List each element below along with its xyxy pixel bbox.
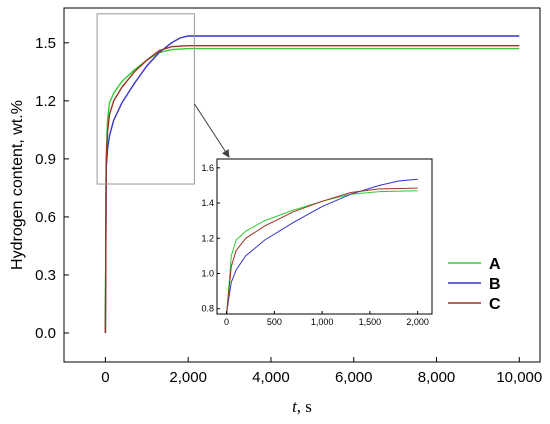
plot-frame [63, 7, 541, 363]
inset-y-tick-label: 1.6 [201, 163, 214, 173]
inset-x-tick-label: 2,000 [406, 317, 429, 327]
legend-label-C: C [489, 296, 501, 313]
inset-x-tick-label: 1,000 [311, 317, 334, 327]
x-tick-label: 6,000 [335, 369, 373, 386]
y-tick-label: 0.6 [35, 209, 56, 226]
y-tick-label: 0.9 [35, 151, 56, 168]
inset-background [196, 159, 432, 314]
x-axis-variable: t [292, 397, 298, 416]
inset-x-tick-label: 500 [267, 317, 282, 327]
x-tick-label: 8,000 [418, 369, 456, 386]
inset-y-tick-label: 1.4 [201, 198, 214, 208]
y-tick-label: 0.3 [35, 267, 56, 284]
inset-y-tick-label: 0.8 [201, 304, 214, 314]
inset-y-tick-label: 1.0 [201, 268, 214, 278]
inset-series-line-B [226, 178, 418, 315]
y-tick-label: 0.0 [35, 325, 56, 342]
x-axis-unit: , s [297, 397, 312, 416]
legend-label-B: B [489, 276, 501, 293]
inset-series-line-A [226, 190, 418, 315]
inset-series-line-C [226, 187, 418, 315]
inset-frame [216, 158, 433, 315]
inset-x-tick-label: 0 [224, 317, 229, 327]
y-tick-label: 1.5 [35, 35, 56, 52]
inset-x-tick-label: 1,500 [359, 317, 382, 327]
x-tick-label: 4,000 [252, 369, 290, 386]
series-line-B [104, 35, 520, 334]
zoom-region-box [96, 13, 195, 185]
legend-label-A: A [489, 256, 501, 273]
inset-y-tick-label: 1.2 [201, 233, 214, 243]
legend: ABC [448, 256, 501, 313]
series-line-C [104, 45, 520, 334]
zoom-arrow [193, 103, 230, 158]
y-axis-label: Hydrogen content, wt.% [9, 100, 26, 270]
series-line-A [104, 47, 520, 334]
x-axis-label: t, s [292, 397, 312, 416]
y-tick-label: 1.2 [35, 93, 56, 110]
x-tick-label: 2,000 [169, 369, 207, 386]
x-tick-label: 10,000 [496, 369, 542, 386]
x-tick-label: 0 [101, 369, 109, 386]
